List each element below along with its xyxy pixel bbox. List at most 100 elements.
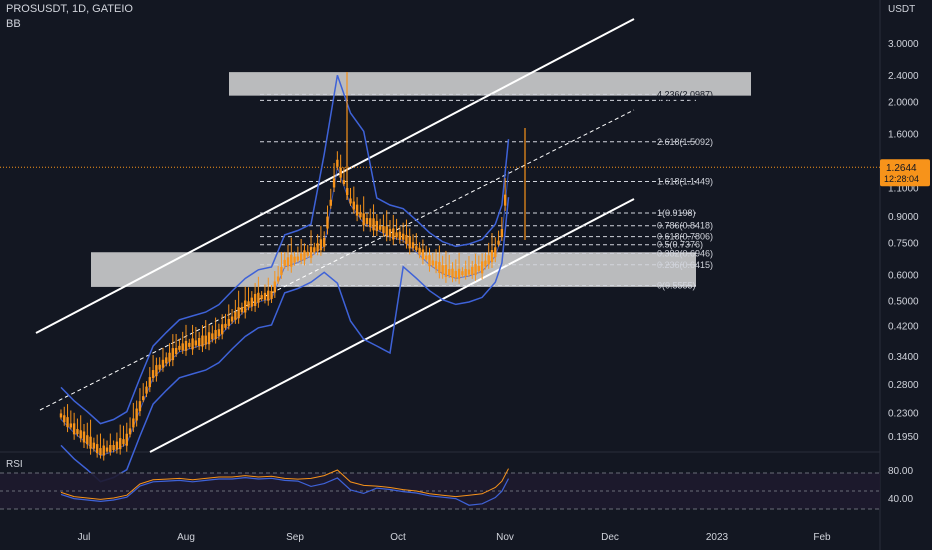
price-tick-label: 1.6000 xyxy=(888,129,919,140)
candle xyxy=(122,439,125,445)
candle xyxy=(286,257,290,267)
candle xyxy=(428,255,431,267)
candle xyxy=(250,297,254,307)
candle xyxy=(273,281,277,293)
candle xyxy=(76,429,79,435)
candle xyxy=(161,359,165,368)
candle xyxy=(369,218,372,228)
price-tag xyxy=(880,159,930,187)
candle xyxy=(181,343,184,351)
candle xyxy=(247,301,250,308)
time-tick-label: Feb xyxy=(813,532,831,543)
candle xyxy=(158,364,161,370)
candle xyxy=(339,167,342,178)
candle xyxy=(431,260,434,266)
price-tick-label: 0.2300 xyxy=(888,408,919,419)
candle xyxy=(112,445,115,451)
candle xyxy=(454,270,458,278)
candle xyxy=(115,441,119,450)
candle xyxy=(401,233,405,240)
time-tick-label: Jul xyxy=(78,532,91,543)
fib-label: 0.618(0.7806) xyxy=(657,232,713,242)
candle xyxy=(138,401,142,412)
candle xyxy=(490,250,494,263)
candle xyxy=(220,324,224,335)
candle xyxy=(362,213,365,226)
candle xyxy=(398,231,402,240)
price-tag-countdown: 12:28:04 xyxy=(884,174,919,184)
candle xyxy=(352,201,356,210)
time-tick-label: 2023 xyxy=(706,532,729,543)
candle xyxy=(293,256,296,263)
candle xyxy=(299,253,303,261)
candle xyxy=(395,232,398,238)
candle xyxy=(464,269,467,277)
candle xyxy=(385,226,388,237)
candle xyxy=(142,396,145,401)
candle xyxy=(184,340,188,351)
price-tick-label: 0.7500 xyxy=(888,238,919,249)
candle xyxy=(309,246,313,258)
candle xyxy=(474,264,477,276)
candle xyxy=(457,268,461,279)
price-tick-label: 2.0000 xyxy=(888,97,919,108)
price-tick-label: 1.1000 xyxy=(888,183,919,194)
fib-label: 4(2.0127) xyxy=(657,95,696,105)
candle xyxy=(148,377,152,388)
candle xyxy=(424,255,428,260)
candle xyxy=(329,199,332,206)
candle xyxy=(72,423,76,435)
price-tick-label: 0.1950 xyxy=(888,432,919,443)
candle xyxy=(118,438,122,450)
candle xyxy=(151,370,155,379)
rsi-label: RSI xyxy=(6,459,23,470)
candle xyxy=(194,340,198,346)
candle xyxy=(197,337,201,346)
price-tick-label: 0.3400 xyxy=(888,352,919,363)
candle xyxy=(59,413,63,418)
candle xyxy=(313,247,316,253)
time-tick-label: Sep xyxy=(286,532,304,543)
candle xyxy=(99,448,102,456)
time-tick-label: Dec xyxy=(601,532,619,543)
candle xyxy=(322,237,326,247)
candle xyxy=(86,435,89,445)
candle xyxy=(280,266,283,275)
candle xyxy=(227,318,230,326)
candle xyxy=(188,342,191,347)
price-tick-label: 3.0000 xyxy=(888,39,919,50)
candle xyxy=(191,338,194,350)
fib-label: 0.382(0.6946) xyxy=(657,248,713,258)
candle xyxy=(405,235,408,245)
candle xyxy=(105,447,109,452)
candle xyxy=(365,218,369,225)
candle xyxy=(89,436,92,449)
candle xyxy=(66,417,69,428)
candle xyxy=(349,198,352,204)
candle xyxy=(461,271,464,276)
candle xyxy=(79,430,82,439)
rsi-line xyxy=(60,468,509,500)
rsi-ma-line xyxy=(60,476,510,506)
fib-label: 2.618(1.5092) xyxy=(657,137,713,147)
candle xyxy=(382,226,385,234)
candle xyxy=(448,269,451,276)
candle xyxy=(434,261,438,270)
candle xyxy=(257,292,260,303)
candle xyxy=(480,261,484,274)
rsi-tick-label: 40.00 xyxy=(888,494,913,505)
rsi-tick-label: 80.00 xyxy=(888,466,913,477)
candle xyxy=(168,352,171,362)
candle xyxy=(165,357,168,364)
candle xyxy=(204,335,207,345)
price-tag-value: 1.2644 xyxy=(886,163,917,174)
candle xyxy=(471,266,474,275)
candle xyxy=(503,194,507,206)
candle xyxy=(224,323,227,328)
fib-label: 0.786(0.8418) xyxy=(657,221,713,231)
price-tick-label: 0.2800 xyxy=(888,380,919,391)
candle xyxy=(375,221,379,232)
fib-label: 0.5(0.7376) xyxy=(657,240,703,250)
candle xyxy=(211,333,214,340)
